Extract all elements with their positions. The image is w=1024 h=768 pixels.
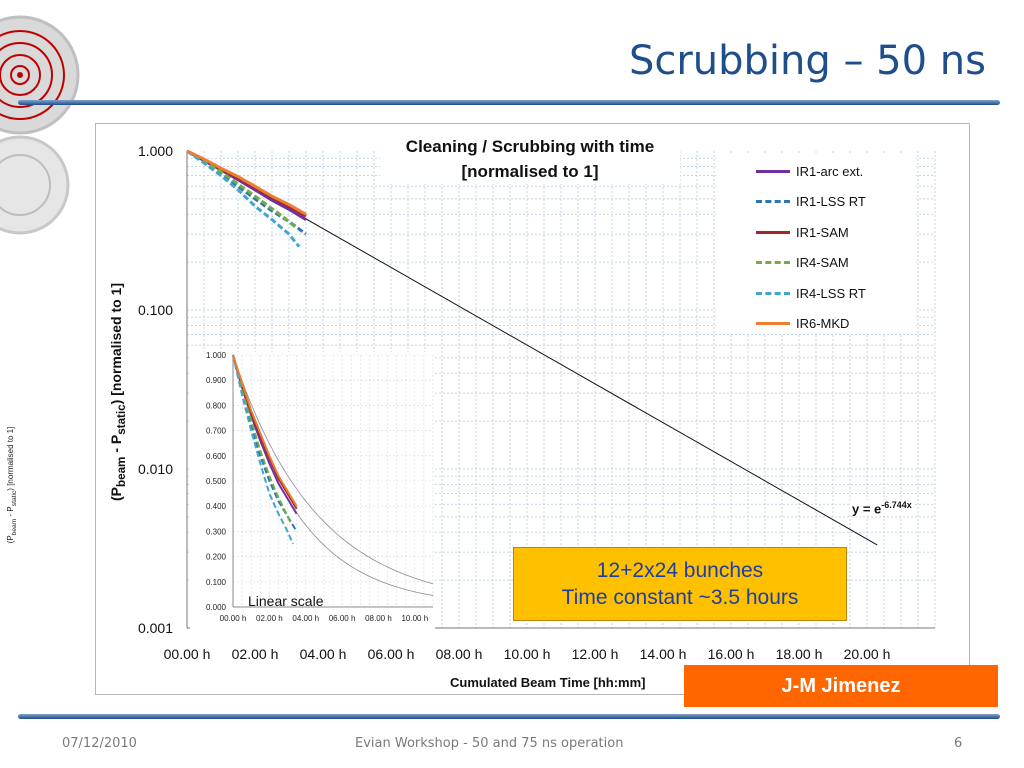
legend-swatch	[756, 322, 790, 325]
legend-swatch	[756, 230, 790, 234]
inset-y-tick-label: 0.600	[206, 452, 227, 461]
callout-line2: Time constant ~3.5 hours	[561, 586, 799, 609]
inset-y-tick-label: 0.900	[206, 376, 227, 385]
inset-series-line	[232, 354, 298, 510]
legend-swatch	[756, 200, 790, 203]
y-tick-label: 1.000	[138, 143, 173, 159]
legend-item: IR4-LSS RT	[756, 283, 866, 303]
callout-line1: 12+2x24 bunches	[596, 559, 764, 582]
inset-y-tick-label: 0.100	[206, 578, 227, 587]
inset-chart-box: 0.000 0.100 0.200 0.300 0.400 0.500 0.600 0.700…	[190, 352, 435, 630]
inset-y-tick-label: 1.000	[206, 352, 227, 360]
legend-swatch	[756, 261, 790, 264]
inset-x-tick-label: 02.00 h	[256, 614, 283, 623]
inset-scale-label: Linear scale	[248, 593, 324, 609]
chart-title-line1: Cleaning / Scrubbing with time	[405, 137, 655, 156]
legend-label: IR1-LSS RT	[796, 194, 866, 209]
inset-y-tick-label: 0.800	[206, 401, 227, 410]
x-tick-label: 20.00 h	[844, 646, 891, 662]
inset-x-tick-label: 10.00 h	[401, 614, 428, 623]
inset-series-line	[232, 354, 298, 507]
y-tick-label: 0.100	[138, 302, 173, 318]
inset-y-tick-label: 0.000	[206, 603, 227, 612]
x-tick-label: 18.00 h	[776, 646, 823, 662]
inset-series-line	[232, 354, 298, 532]
series-line	[186, 149, 301, 248]
inset-y-tick-label: 0.300	[206, 527, 227, 536]
y-tick-label: 0.010	[138, 461, 173, 477]
x-tick-label: 08.00 h	[436, 646, 483, 662]
legend-label: IR4-SAM	[796, 255, 849, 270]
header-divider	[18, 100, 1000, 105]
legend-swatch	[756, 169, 790, 173]
y-tick-label: 0.001	[138, 620, 173, 636]
inset-series-line	[232, 354, 293, 525]
x-tick-label: 10.00 h	[504, 646, 551, 662]
x-tick-label: 16.00 h	[708, 646, 755, 662]
legend-item: IR6-MKD	[756, 314, 849, 334]
x-tick-label: 04.00 h	[300, 646, 347, 662]
legend-item: IR1-SAM	[756, 222, 849, 242]
inset-y-tick-label: 0.200	[206, 553, 227, 562]
legend-item: IR4-SAM	[756, 253, 849, 273]
inset-y-tick-label: 0.400	[206, 502, 227, 511]
series-line	[186, 149, 297, 229]
inset-grid	[232, 354, 434, 608]
chart-title: Cleaning / Scrubbing with time [normalis…	[380, 134, 680, 184]
chart-legend: IR1-arc ext. IR1-LSS RT IR1-SAM IR4-SAM IR4-…	[716, 153, 916, 333]
inset-x-tick-label: 00.00 h	[220, 614, 247, 623]
inset-reference-curve	[232, 354, 434, 585]
footer-date: 07/12/2010	[62, 736, 137, 751]
x-tick-label: 00.00 h	[164, 646, 211, 662]
lhc-logo-icon	[0, 15, 80, 235]
legend-label: IR1-SAM	[796, 224, 849, 240]
inset-x-tick-label: 08.00 h	[365, 614, 392, 623]
x-tick-label: 02.00 h	[232, 646, 279, 662]
x-tick-label: 06.00 h	[368, 646, 415, 662]
x-axis-label: Cumulated Beam Time [hh:mm]	[450, 675, 646, 690]
inset-series-line	[232, 354, 294, 545]
inset-x-tick-label: 06.00 h	[329, 614, 356, 623]
fit-equation: y = e-6.744x	[850, 500, 914, 517]
y-axis-label: (Pbeam - Pstatic) [normalised to 1]	[108, 282, 128, 502]
legend-label: IR6-MKD	[796, 316, 850, 331]
time-constant-callout: 12+2x24 bunches Time constant ~3.5 hours	[513, 547, 847, 621]
x-tick-label: 12.00 h	[572, 646, 619, 662]
inset-chart: 0.000 0.100 0.200 0.300 0.400 0.500 0.600 0.700…	[206, 352, 434, 623]
inset-y-tick-label: 0.500	[206, 477, 227, 486]
legend-label: IR1-arc ext.	[796, 163, 864, 179]
legend-item: IR1-arc ext.	[756, 161, 863, 181]
footer-divider	[18, 714, 1000, 719]
inset-y-tick-label: 0.700	[206, 427, 227, 436]
x-tick-label: 14.00 h	[640, 646, 687, 662]
footer-event: Evian Workshop - 50 and 75 ns operation	[355, 736, 624, 751]
author-badge: J-M Jimenez	[684, 665, 998, 707]
inset-x-tick-label: 04.00 h	[292, 614, 319, 623]
legend-item: IR1-LSS RT	[756, 192, 866, 212]
inset-y-axis-label: (Pbeam - Pstatic) [normalised to 1]	[6, 426, 18, 544]
series-line	[186, 149, 307, 216]
slide-title: Scrubbing – 50 ns	[628, 38, 986, 84]
legend-label: IR4-LSS RT	[796, 285, 866, 301]
legend-swatch	[756, 291, 790, 295]
footer-page-number: 6	[954, 736, 963, 751]
chart-title-line2: [normalised to 1]	[461, 162, 599, 181]
